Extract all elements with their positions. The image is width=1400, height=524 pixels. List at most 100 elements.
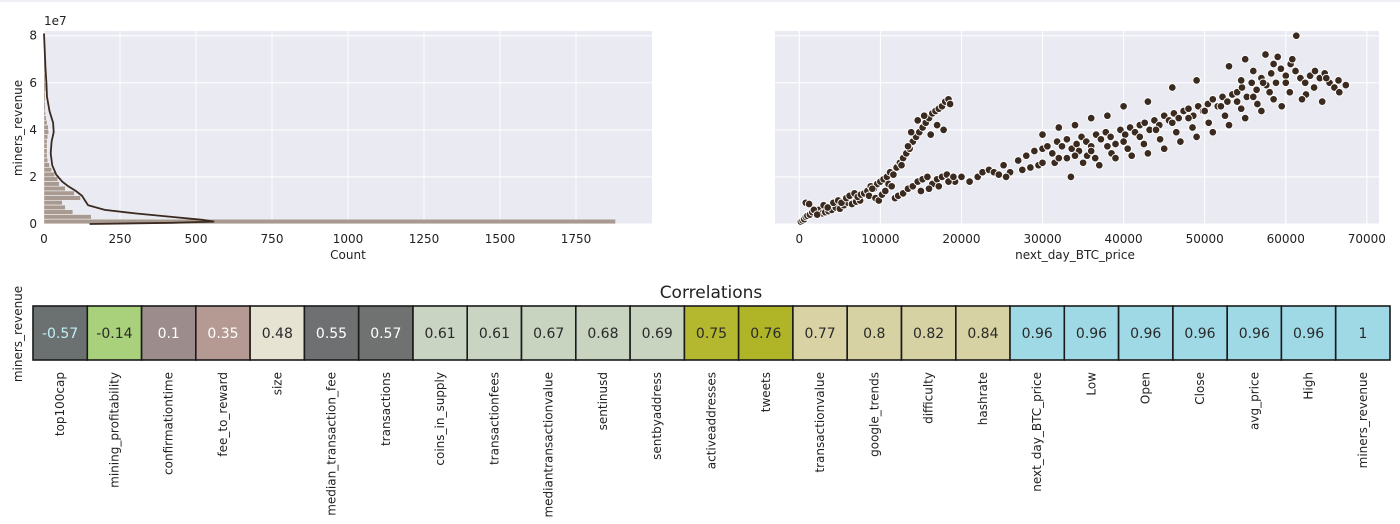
- heatmap-value-label: 0.48: [262, 326, 293, 342]
- scatter-point: [903, 142, 913, 151]
- heatmap-column-label: fee_to_reward: [216, 372, 230, 457]
- scatter-point: [1135, 132, 1145, 142]
- scatter-point: [1095, 160, 1104, 170]
- histogram-grid: [43, 31, 652, 225]
- scatter-point: [1057, 142, 1067, 151]
- histogram-x-tick-label: 750: [261, 232, 284, 246]
- scatter-point: [994, 170, 1004, 179]
- histogram-bar: [43, 143, 48, 149]
- scatter-point: [999, 160, 1008, 170]
- scatter-point: [1054, 123, 1064, 132]
- heatmap-column-label: top100cap: [53, 372, 67, 436]
- scatter-point: [889, 170, 898, 179]
- scatter-point: [965, 177, 974, 186]
- scatter-point: [919, 111, 929, 120]
- heatmap-column-label: coins_in_supply: [433, 372, 447, 466]
- heatmap-value-label: 0.77: [805, 326, 836, 342]
- heatmap-value-label: 0.96: [1076, 326, 1107, 342]
- heatmap-cell: [629, 305, 686, 361]
- scatter-point: [1022, 151, 1031, 160]
- heatmap-value-label: 1: [1358, 326, 1367, 342]
- scatter-point: [945, 99, 955, 109]
- heatmap-title: Correlations: [660, 283, 763, 303]
- heatmap-value-label: 0.57: [370, 326, 401, 342]
- heatmap-column-label: activeaddresses: [705, 372, 719, 469]
- histogram-kde-curve: [43, 33, 215, 225]
- scatter-point: [1168, 118, 1177, 128]
- scatter-point: [1237, 83, 1247, 92]
- heatmap-value-label: 0.55: [316, 326, 347, 342]
- heatmap-cells: -0.57 -0.14 0.1 0.35 0.48 0.55 0.57 0.61 0.61 0.6…: [32, 305, 1391, 361]
- scatter-point: [1281, 71, 1291, 80]
- scatter-point: [1335, 87, 1344, 97]
- heatmap-column-label: next_day_BTC_price: [1030, 372, 1044, 492]
- scatter-point: [1220, 111, 1230, 120]
- heatmap-column-label: sentinusd: [596, 372, 610, 430]
- scatter-point: [1143, 149, 1153, 158]
- scatter-point: [1258, 78, 1268, 88]
- scatter-point: [812, 210, 822, 219]
- histogram-bar: [43, 153, 48, 158]
- heatmap-column-label: difficulty: [922, 372, 936, 424]
- heatmap-cell: [1280, 305, 1337, 361]
- scatter-point: [1072, 139, 1081, 149]
- histogram-y-axis-label: miners_revenue: [11, 80, 25, 176]
- scatter-panel: 0 10000 20000 30000 40000 50000 60000 70000 nex…: [775, 31, 1386, 262]
- scatter-point: [1151, 125, 1161, 135]
- heatmap-cell: [357, 305, 414, 361]
- heatmap-value-label: 0.76: [750, 326, 781, 342]
- histogram-y-tick-label: 2: [29, 170, 37, 184]
- scatter-point: [913, 116, 922, 125]
- heatmap-cell: [792, 305, 849, 361]
- scatter-point: [1066, 172, 1076, 182]
- scatter-point: [1086, 113, 1096, 123]
- scatter-point: [1184, 113, 1193, 123]
- scatter-point: [1288, 54, 1297, 64]
- scatter-point: [868, 184, 877, 193]
- heatmap-cell: [140, 305, 197, 361]
- scatter-point: [1249, 66, 1258, 76]
- scatter-point: [1223, 97, 1232, 106]
- histogram-bar: [43, 101, 46, 111]
- heatmap-column-label: size: [270, 372, 284, 395]
- histogram-bar: [43, 129, 49, 135]
- heatmap-cell: [1172, 305, 1229, 361]
- histogram-bar: [43, 186, 66, 191]
- scatter-point: [1127, 151, 1136, 160]
- heatmap-value-label: 0.35: [207, 326, 238, 342]
- scatter-point: [1174, 113, 1183, 123]
- scatter-point: [1252, 85, 1261, 95]
- heatmap-value-label: 0.96: [1130, 326, 1161, 342]
- histogram-bar: [43, 209, 74, 215]
- scatter-point: [1038, 158, 1047, 168]
- scatter-point: [1026, 163, 1035, 172]
- histogram-bar: [43, 167, 52, 173]
- heatmap-column-label: tweets: [759, 372, 773, 412]
- scatter-point: [926, 130, 935, 139]
- heatmap-cell: [303, 305, 360, 361]
- heatmap-column-label: sentbyaddress: [650, 372, 664, 460]
- scatter-point: [1120, 130, 1130, 139]
- heatmap-cell: [412, 305, 469, 361]
- histogram-x-axis-label: Count: [330, 248, 366, 262]
- histogram-bar: [43, 110, 46, 116]
- heatmap-value-label: 0.61: [425, 326, 456, 342]
- heatmap-value-label: 0.68: [587, 326, 618, 342]
- scatter-point: [897, 160, 906, 170]
- histogram-bar: [43, 92, 46, 102]
- heatmap-value-label: 0.75: [696, 326, 727, 342]
- heatmap-column-label: transactionfees: [487, 372, 501, 465]
- scatter-point: [923, 172, 932, 182]
- scatter-point: [1269, 95, 1278, 104]
- histogram-x-tick-label: 250: [109, 232, 132, 246]
- heatmap-cell: [1334, 305, 1391, 361]
- scatter-point: [1309, 83, 1319, 92]
- scatter-point: [1232, 97, 1242, 106]
- scatter-point: [887, 182, 896, 191]
- scatter-point: [932, 120, 942, 130]
- heatmap-cell: [846, 305, 903, 361]
- scatter-point: [1224, 62, 1234, 71]
- scatter-point: [1086, 146, 1096, 156]
- scatter-point: [1253, 99, 1262, 109]
- scatter-point: [1322, 73, 1331, 83]
